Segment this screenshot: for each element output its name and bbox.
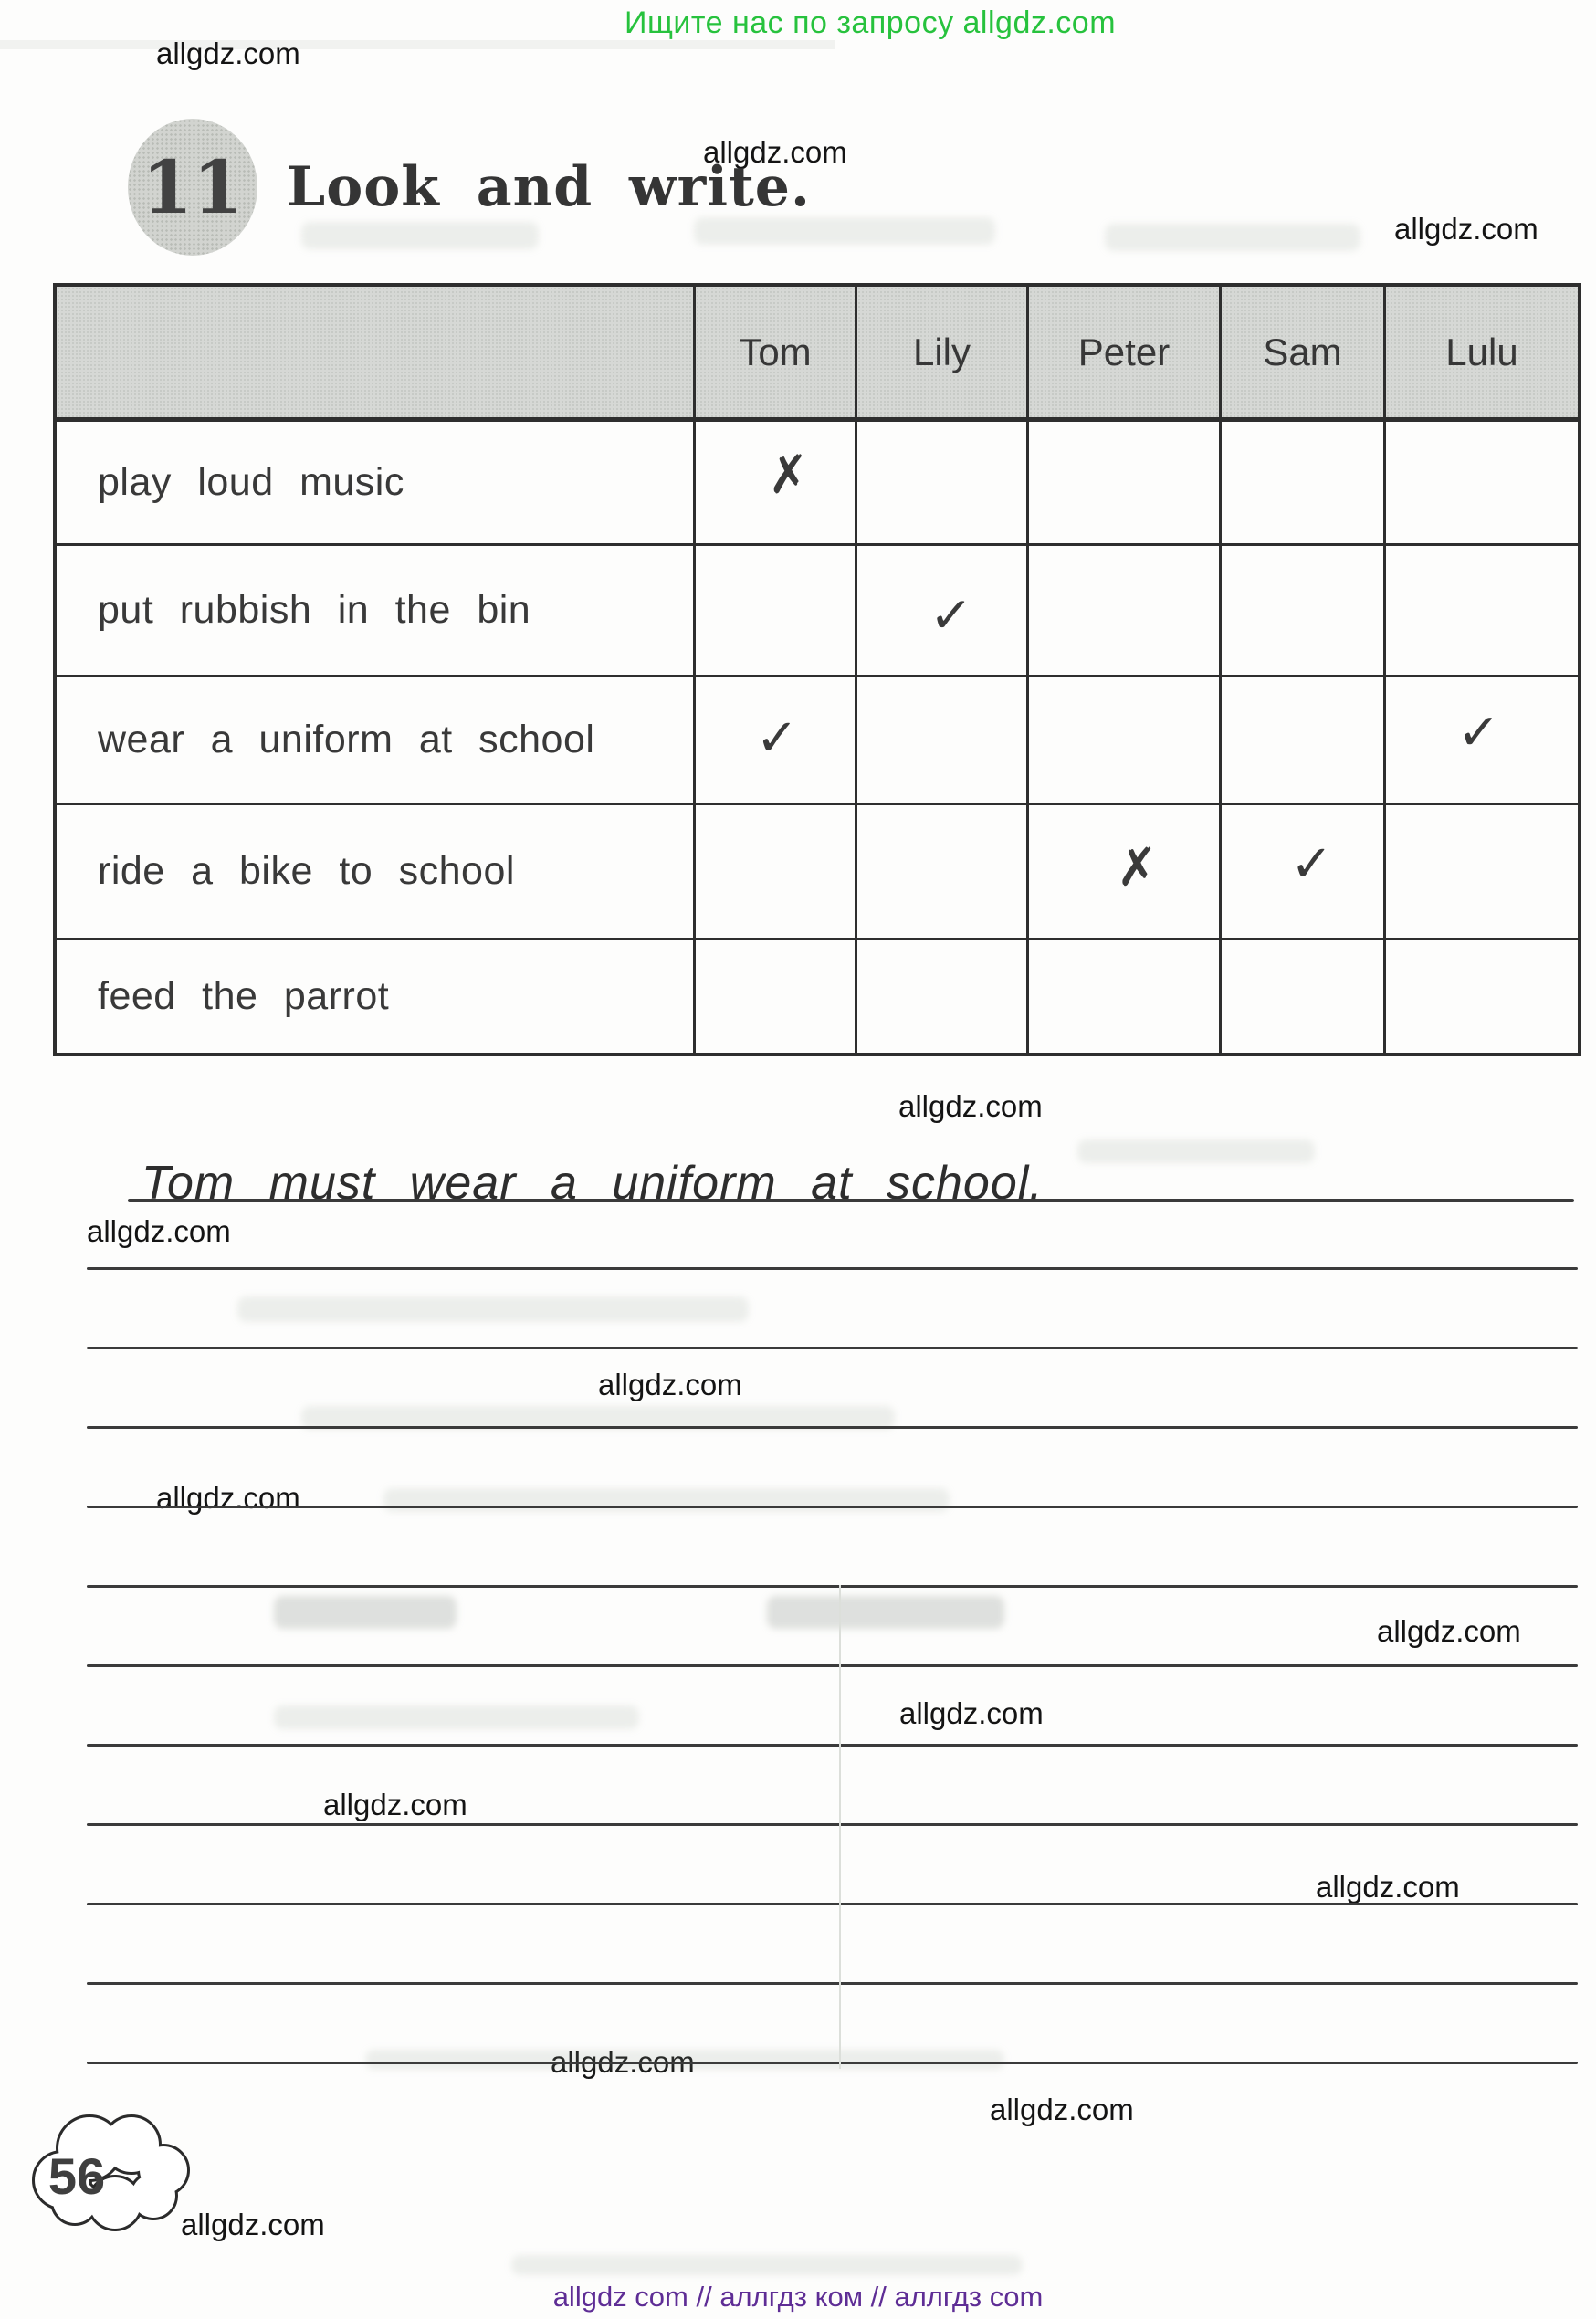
activity-label: wear a uniform at school	[57, 677, 696, 805]
bleed-through-smudge	[694, 217, 995, 245]
bleed-through-smudge	[274, 1596, 457, 1629]
watermark: allgdz.com	[156, 1481, 300, 1515]
bleed-through-line	[839, 1585, 841, 2069]
mark-cell	[696, 546, 857, 677]
footer-links: allgdz com // аллгдз ком // аллгдз com	[552, 2281, 1044, 2313]
page-number: 56	[48, 2147, 105, 2205]
writing-line	[87, 1585, 1578, 1588]
writing-line	[87, 1267, 1578, 1270]
mark-cell	[1222, 546, 1386, 677]
activities-table: Tom Lily Peter Sam Lulu play loud music …	[53, 283, 1581, 1056]
mark-cell	[1222, 677, 1386, 805]
example-answer: Tom must wear a uniform at school.	[142, 1157, 1044, 1210]
check-mark: ✓	[1455, 702, 1501, 763]
cross-mark: ✗	[1113, 836, 1160, 899]
person-header-lily: Lily	[857, 287, 1029, 422]
bleed-through-smudge	[383, 1488, 950, 1512]
activity-label: ride a bike to school	[57, 805, 696, 940]
page-number-cloud: 56	[32, 2114, 190, 2231]
top-banner: Ищите нас по запросу allgdz.com	[625, 5, 1117, 40]
activity-label: put rubbish in the bin	[57, 546, 696, 677]
writing-line	[87, 1664, 1578, 1667]
person-header-lulu: Lulu	[1386, 287, 1578, 422]
watermark: allgdz.com	[898, 1089, 1043, 1123]
mark-cell	[1222, 422, 1386, 546]
writing-line	[87, 2062, 1578, 2064]
watermark: allgdz.com	[703, 135, 847, 169]
bleed-through-smudge	[301, 1406, 895, 1430]
watermark: allgdz.com	[598, 1368, 742, 1401]
watermark: allgdz.com	[1394, 212, 1538, 246]
example-writing-line	[128, 1199, 1574, 1202]
watermark: allgdz.com	[1377, 1614, 1521, 1648]
exercise-number-badge: 11	[128, 119, 257, 256]
check-mark: ✓	[928, 584, 974, 647]
bleed-through-smudge	[767, 1596, 1004, 1629]
watermark: allgdz.com	[899, 1696, 1044, 1730]
bleed-through-smudge	[1077, 1139, 1315, 1163]
mark-cell	[857, 677, 1029, 805]
bleed-through-smudge	[365, 2050, 1004, 2070]
watermark: allgdz.com	[1316, 1870, 1460, 1904]
mark-cell: ✗	[1029, 805, 1222, 940]
writing-line	[87, 1506, 1578, 1508]
bleed-through-smudge	[301, 222, 539, 249]
mark-cell	[1029, 940, 1222, 1053]
activity-label: feed the parrot	[57, 940, 696, 1053]
bleed-through-smudge	[511, 2255, 1023, 2275]
writing-line	[87, 1426, 1578, 1429]
mark-cell	[1029, 677, 1222, 805]
person-header-sam: Sam	[1222, 287, 1386, 422]
person-header-peter: Peter	[1029, 287, 1222, 422]
writing-line	[87, 1744, 1578, 1747]
watermark: allgdz.com	[87, 1214, 231, 1248]
watermark: allgdz.com	[323, 1788, 467, 1821]
mark-cell: ✓	[1386, 677, 1578, 805]
exercise-title: Look and write.	[287, 155, 811, 219]
mark-cell: ✓	[696, 677, 857, 805]
watermark: allgdz.com	[181, 2208, 325, 2241]
mark-cell	[857, 940, 1029, 1053]
writing-line	[87, 1982, 1578, 1985]
writing-line	[87, 1903, 1578, 1905]
mark-cell	[1029, 422, 1222, 546]
bleed-through-smudge	[274, 1705, 639, 1729]
mark-cell	[1386, 805, 1578, 940]
mark-cell	[857, 422, 1029, 546]
mark-cell: ✓	[857, 546, 1029, 677]
mark-cell	[1386, 940, 1578, 1053]
bleed-through-smudge	[1105, 224, 1360, 251]
watermark: allgdz.com	[156, 37, 300, 70]
check-mark: ✓	[755, 708, 799, 768]
exercise-number: 11	[142, 144, 244, 230]
mark-cell	[1222, 940, 1386, 1053]
scan-artifact-band	[0, 40, 835, 49]
person-header-tom: Tom	[696, 287, 857, 422]
writing-line	[87, 1823, 1578, 1826]
mark-cell: ✓	[1222, 805, 1386, 940]
table-corner-cell	[57, 287, 696, 422]
mark-cell	[1386, 546, 1578, 677]
mark-cell	[1029, 546, 1222, 677]
mark-cell	[696, 940, 857, 1053]
mark-cell	[696, 805, 857, 940]
bleed-through-smudge	[237, 1296, 749, 1322]
watermark: allgdz.com	[990, 2093, 1134, 2126]
writing-line	[87, 1347, 1578, 1349]
activity-label: play loud music	[57, 422, 696, 546]
mark-cell	[857, 805, 1029, 940]
check-mark: ✓	[1290, 834, 1333, 894]
cross-mark: ✗	[764, 444, 812, 507]
mark-cell: ✗	[696, 422, 857, 546]
mark-cell	[1386, 422, 1578, 546]
